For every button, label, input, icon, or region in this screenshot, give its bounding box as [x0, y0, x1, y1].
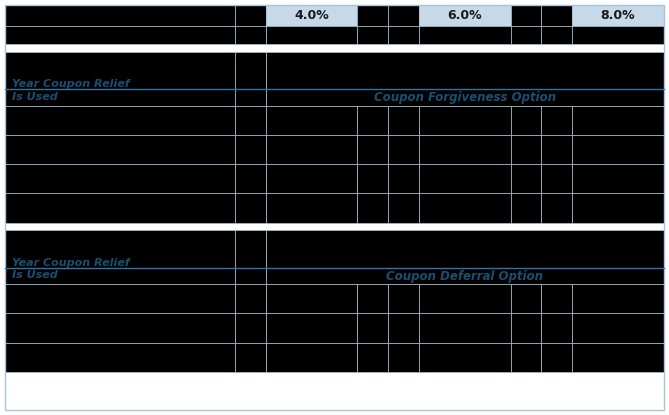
Bar — [357, 193, 388, 222]
Bar — [266, 230, 664, 284]
Bar — [572, 164, 664, 193]
Bar — [388, 313, 419, 343]
Bar — [510, 284, 541, 313]
Bar — [235, 193, 266, 222]
Bar — [388, 105, 419, 135]
Bar — [5, 52, 235, 105]
Bar — [572, 5, 664, 27]
Bar — [266, 52, 664, 105]
Bar — [5, 27, 235, 44]
Bar — [541, 284, 572, 313]
Text: Year Coupon Relief
Is Used: Year Coupon Relief Is Used — [11, 258, 129, 280]
Bar — [388, 193, 419, 222]
Bar — [357, 105, 388, 135]
Bar — [419, 135, 510, 164]
Bar — [235, 313, 266, 343]
Bar — [541, 105, 572, 135]
Bar — [541, 343, 572, 372]
Bar — [419, 164, 510, 193]
Bar — [419, 313, 510, 343]
Bar — [572, 313, 664, 343]
Bar — [510, 135, 541, 164]
Bar — [572, 284, 664, 313]
Bar — [510, 343, 541, 372]
Bar — [357, 135, 388, 164]
Bar — [388, 135, 419, 164]
Bar — [5, 135, 235, 164]
Bar — [235, 5, 266, 27]
Bar — [266, 135, 357, 164]
Bar — [419, 105, 510, 135]
Bar — [235, 105, 266, 135]
Bar — [5, 313, 235, 343]
Bar — [388, 27, 419, 44]
Bar — [541, 5, 572, 27]
Bar — [5, 5, 235, 27]
Text: 6.0%: 6.0% — [448, 9, 482, 22]
Text: Coupon Deferral Option: Coupon Deferral Option — [386, 270, 543, 283]
Bar — [235, 343, 266, 372]
Bar — [419, 5, 510, 27]
Bar — [541, 27, 572, 44]
Bar — [235, 284, 266, 313]
Bar — [5, 343, 235, 372]
Bar — [266, 343, 357, 372]
Bar — [5, 193, 235, 222]
Bar — [388, 5, 419, 27]
Bar — [235, 230, 266, 284]
Text: 4.0%: 4.0% — [294, 9, 329, 22]
Bar — [419, 284, 510, 313]
Bar — [541, 193, 572, 222]
Bar — [572, 343, 664, 372]
Bar — [235, 52, 266, 105]
Bar — [235, 135, 266, 164]
Bar — [5, 164, 235, 193]
Bar — [510, 27, 541, 44]
Bar — [541, 313, 572, 343]
Bar — [388, 343, 419, 372]
Bar — [510, 105, 541, 135]
Bar — [510, 313, 541, 343]
Bar — [572, 193, 664, 222]
Bar — [357, 27, 388, 44]
Bar — [510, 5, 541, 27]
Bar — [357, 343, 388, 372]
Bar — [266, 27, 357, 44]
Bar — [572, 27, 664, 44]
Bar — [5, 230, 235, 284]
Bar — [266, 284, 357, 313]
Bar — [357, 164, 388, 193]
Bar — [510, 164, 541, 193]
Bar — [357, 284, 388, 313]
Bar — [357, 5, 388, 27]
Bar — [266, 5, 357, 27]
Text: Year Coupon Relief
Is Used: Year Coupon Relief Is Used — [11, 79, 129, 102]
Bar — [266, 313, 357, 343]
Bar — [266, 105, 357, 135]
Bar — [510, 193, 541, 222]
Bar — [419, 27, 510, 44]
Bar — [572, 135, 664, 164]
Bar — [266, 193, 357, 222]
Bar — [235, 164, 266, 193]
Bar — [541, 164, 572, 193]
Text: 8.0%: 8.0% — [601, 9, 636, 22]
Bar — [5, 105, 235, 135]
Text: Coupon Forgiveness Option: Coupon Forgiveness Option — [374, 91, 556, 104]
Bar — [357, 313, 388, 343]
Bar — [388, 284, 419, 313]
Bar — [541, 135, 572, 164]
Bar — [419, 343, 510, 372]
Bar — [235, 27, 266, 44]
Bar — [388, 164, 419, 193]
Bar — [5, 284, 235, 313]
Bar — [266, 164, 357, 193]
Bar — [419, 193, 510, 222]
Bar — [572, 105, 664, 135]
